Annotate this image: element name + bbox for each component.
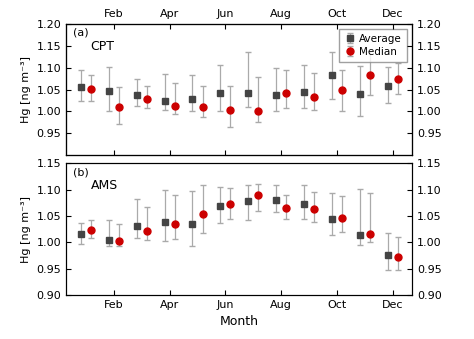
Y-axis label: Hg [ng m⁻³]: Hg [ng m⁻³] <box>21 56 31 123</box>
Text: CPT: CPT <box>91 40 115 53</box>
Text: (a): (a) <box>73 28 89 38</box>
Y-axis label: Hg [ng m⁻³]: Hg [ng m⁻³] <box>21 196 31 263</box>
X-axis label: Month: Month <box>220 315 259 328</box>
Legend: Average, Median: Average, Median <box>339 29 407 62</box>
Text: (b): (b) <box>73 167 89 177</box>
Text: AMS: AMS <box>91 179 118 192</box>
